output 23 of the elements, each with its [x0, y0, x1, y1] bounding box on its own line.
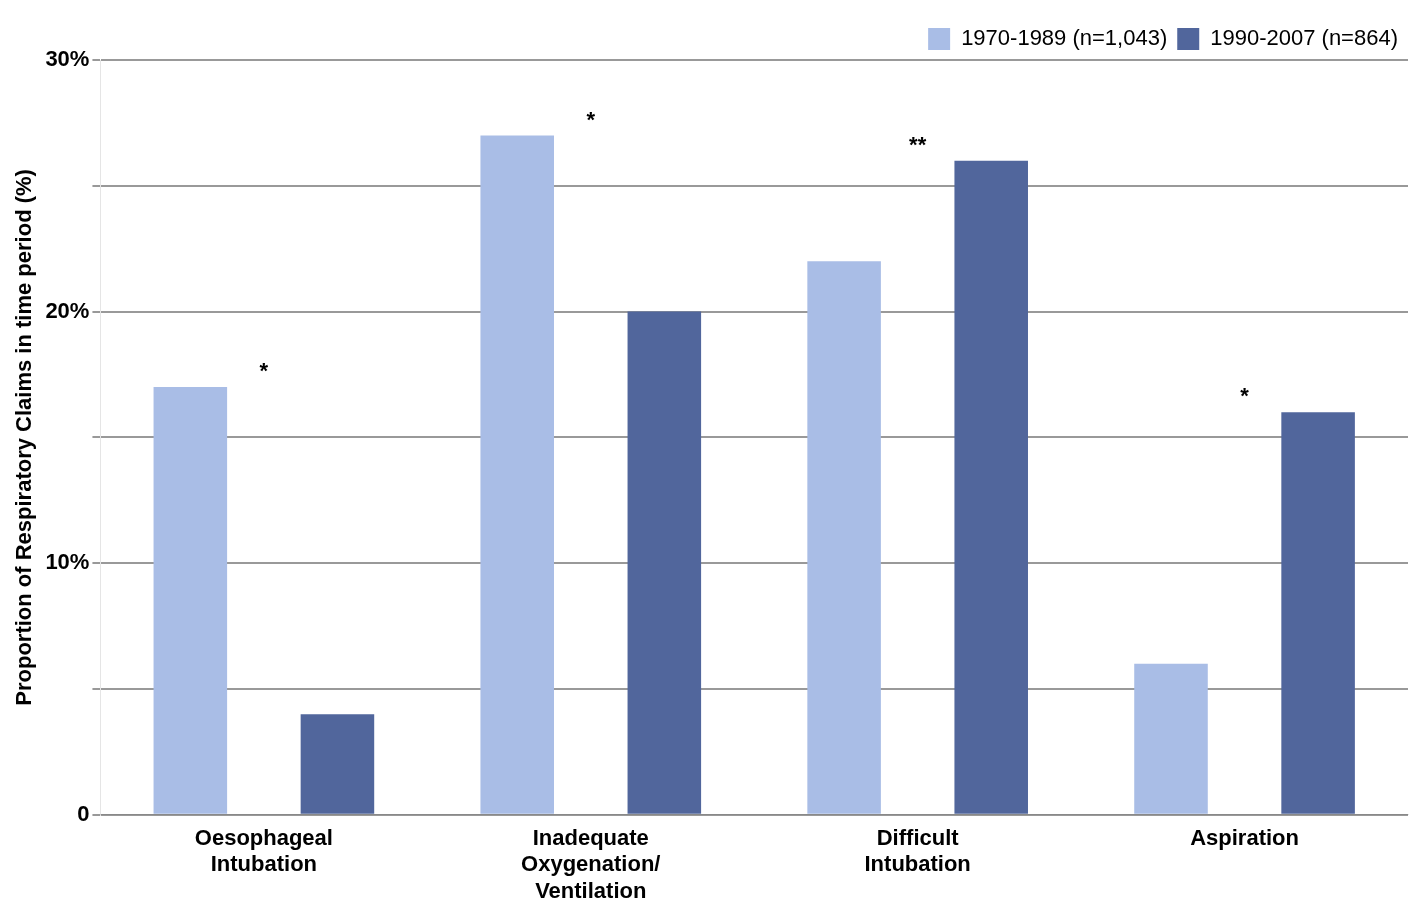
bar — [627, 311, 702, 814]
bar — [480, 135, 554, 814]
y-tick-label: 30% — [45, 46, 90, 72]
y-tick-label: 20% — [45, 297, 90, 323]
x-tick-label: Oesophageal Intubation — [194, 825, 333, 877]
y-axis-title: Proportion of Respiratory Claims in time period (%) — [11, 169, 37, 706]
bar — [1134, 663, 1208, 814]
legend-label: 1990-2007 (n=864) — [1210, 25, 1398, 51]
bar — [153, 387, 228, 814]
annotation: * — [586, 106, 596, 132]
bar — [300, 714, 375, 814]
bar — [1281, 412, 1355, 814]
annotation: * — [259, 358, 269, 384]
y-tick-label: 10% — [45, 549, 90, 575]
annotation: * — [1240, 383, 1250, 409]
bar — [807, 261, 881, 814]
bar — [954, 160, 1028, 814]
annotation: ** — [909, 131, 927, 157]
y-tick-label: 0 — [77, 800, 90, 826]
x-tick-label: Inadequate Oxygenation/ Ventilation — [521, 825, 661, 903]
legend-label: 1970-1989 (n=1,043) — [961, 25, 1168, 51]
x-tick-label: Aspiration — [1190, 825, 1299, 851]
x-tick-label: Difficult Intubation — [864, 825, 971, 877]
